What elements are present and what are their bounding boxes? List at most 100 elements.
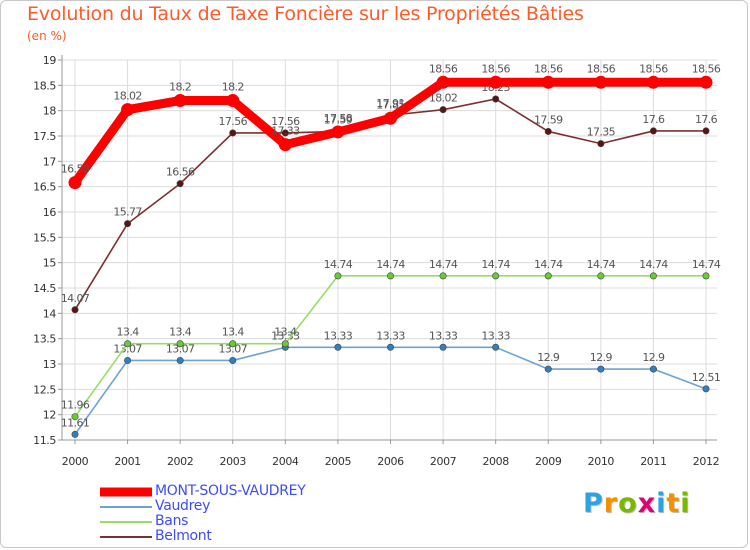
data-point <box>436 75 450 89</box>
logo-letter: o <box>618 488 638 519</box>
data-label: 17.33 <box>271 125 300 138</box>
legend-swatch <box>100 487 152 496</box>
data-point <box>649 272 657 280</box>
x-tick-label: 2006 <box>377 455 404 468</box>
data-point <box>594 75 608 89</box>
data-point <box>68 176 82 190</box>
y-tick-label: 13.5 <box>33 333 56 346</box>
series-mont-sous-vaudrey: 16.58 18.02 18.2 18.2 17.33 17.58 17.85 18.56 18… <box>61 62 721 190</box>
data-point <box>649 365 657 373</box>
data-point <box>176 340 184 348</box>
legend-label: Bans <box>155 513 189 529</box>
x-tick-label: 2004 <box>272 455 299 468</box>
data-label: 11.96 <box>61 399 90 412</box>
data-point <box>649 127 657 135</box>
logo-letter: P <box>583 488 604 519</box>
x-tick-label: 2001 <box>114 455 140 468</box>
data-label: 13.07 <box>166 342 195 355</box>
data-label: 14.74 <box>692 258 721 271</box>
data-point <box>439 272 447 280</box>
data-point <box>544 272 552 280</box>
data-label: 12.9 <box>537 351 560 364</box>
y-tick-label: 12.5 <box>33 383 56 396</box>
data-label: 17.85 <box>376 98 405 111</box>
data-point <box>544 127 552 135</box>
data-point <box>124 356 132 364</box>
data-label: 13.4 <box>169 326 192 339</box>
data-label: 18.56 <box>692 62 721 75</box>
data-point <box>702 385 710 393</box>
logo-letter: i <box>656 488 667 519</box>
x-tick-label: 2003 <box>220 455 247 468</box>
data-label: 12.51 <box>692 371 721 384</box>
data-point <box>699 75 713 89</box>
data-label: 17.58 <box>324 112 353 125</box>
data-label: 14.74 <box>429 258 458 271</box>
legend-label: Vaudrey <box>155 498 211 514</box>
chart-title: Evolution du Taux de Taxe Foncière sur l… <box>27 3 584 25</box>
data-label: 18.2 <box>169 81 191 94</box>
data-label: 13.33 <box>324 329 353 342</box>
y-tick-label: 11.5 <box>33 434 56 447</box>
chart-unit-label: (en %) <box>27 29 67 43</box>
data-label: 18.56 <box>481 62 510 75</box>
data-point <box>124 340 132 348</box>
data-point <box>597 140 605 148</box>
data-label: 18.56 <box>429 62 458 75</box>
logo-letter: i <box>680 488 691 519</box>
data-point <box>386 343 394 351</box>
data-label: 12.9 <box>642 351 665 364</box>
y-tick-label: 17 <box>43 155 57 168</box>
legend-label: MONT-SOUS-VAUDREY <box>155 483 306 499</box>
data-label: 17.59 <box>534 113 563 126</box>
legend-swatch <box>100 520 152 523</box>
data-label: 18.02 <box>429 92 458 105</box>
data-point <box>121 103 135 117</box>
data-label: 18.2 <box>222 81 244 94</box>
legend-swatch <box>100 505 152 508</box>
data-label: 14.74 <box>534 258 563 271</box>
logo-letter: x <box>637 488 657 519</box>
x-tick-label: 2012 <box>693 455 719 468</box>
data-point <box>71 413 79 421</box>
data-label: 14.74 <box>587 258 616 271</box>
data-point <box>597 365 605 373</box>
data-point <box>176 180 184 188</box>
data-label: 13.07 <box>219 342 248 355</box>
data-label: 14.74 <box>481 258 510 271</box>
data-point <box>124 220 132 228</box>
y-tick-label: 17.5 <box>33 130 56 143</box>
data-label: 11.61 <box>61 416 90 429</box>
x-tick-label: 2005 <box>325 455 352 468</box>
x-tick-label: 2009 <box>535 455 562 468</box>
data-point <box>439 106 447 114</box>
data-label: 13.4 <box>274 326 297 339</box>
data-label: 14.74 <box>376 258 405 271</box>
logo-letter: t <box>666 488 681 519</box>
y-tick-label: 16.5 <box>33 181 56 194</box>
data-label: 13.33 <box>376 329 405 342</box>
data-point <box>278 138 292 152</box>
data-label: 13.33 <box>429 329 458 342</box>
data-point <box>439 343 447 351</box>
data-label: 17.35 <box>587 126 616 139</box>
data-point <box>492 343 500 351</box>
data-label: 18.56 <box>639 62 668 75</box>
logo-letter: r <box>603 488 619 519</box>
data-label: 14.07 <box>61 292 90 305</box>
y-tick-label: 14.5 <box>33 282 56 295</box>
data-point <box>489 75 503 89</box>
data-point <box>176 356 184 364</box>
data-point <box>173 94 187 108</box>
data-point <box>281 129 289 137</box>
y-tick-label: 12 <box>43 409 56 422</box>
y-tick-label: 15.5 <box>33 231 56 244</box>
y-tick-label: 15 <box>43 257 57 270</box>
data-label: 18.56 <box>534 62 563 75</box>
y-tick-label: 14 <box>43 307 57 320</box>
data-point <box>597 272 605 280</box>
series-bans: 11.96 13.4 13.4 13.4 13.4 14.74 14.74 14.74 14.7… <box>61 258 721 421</box>
